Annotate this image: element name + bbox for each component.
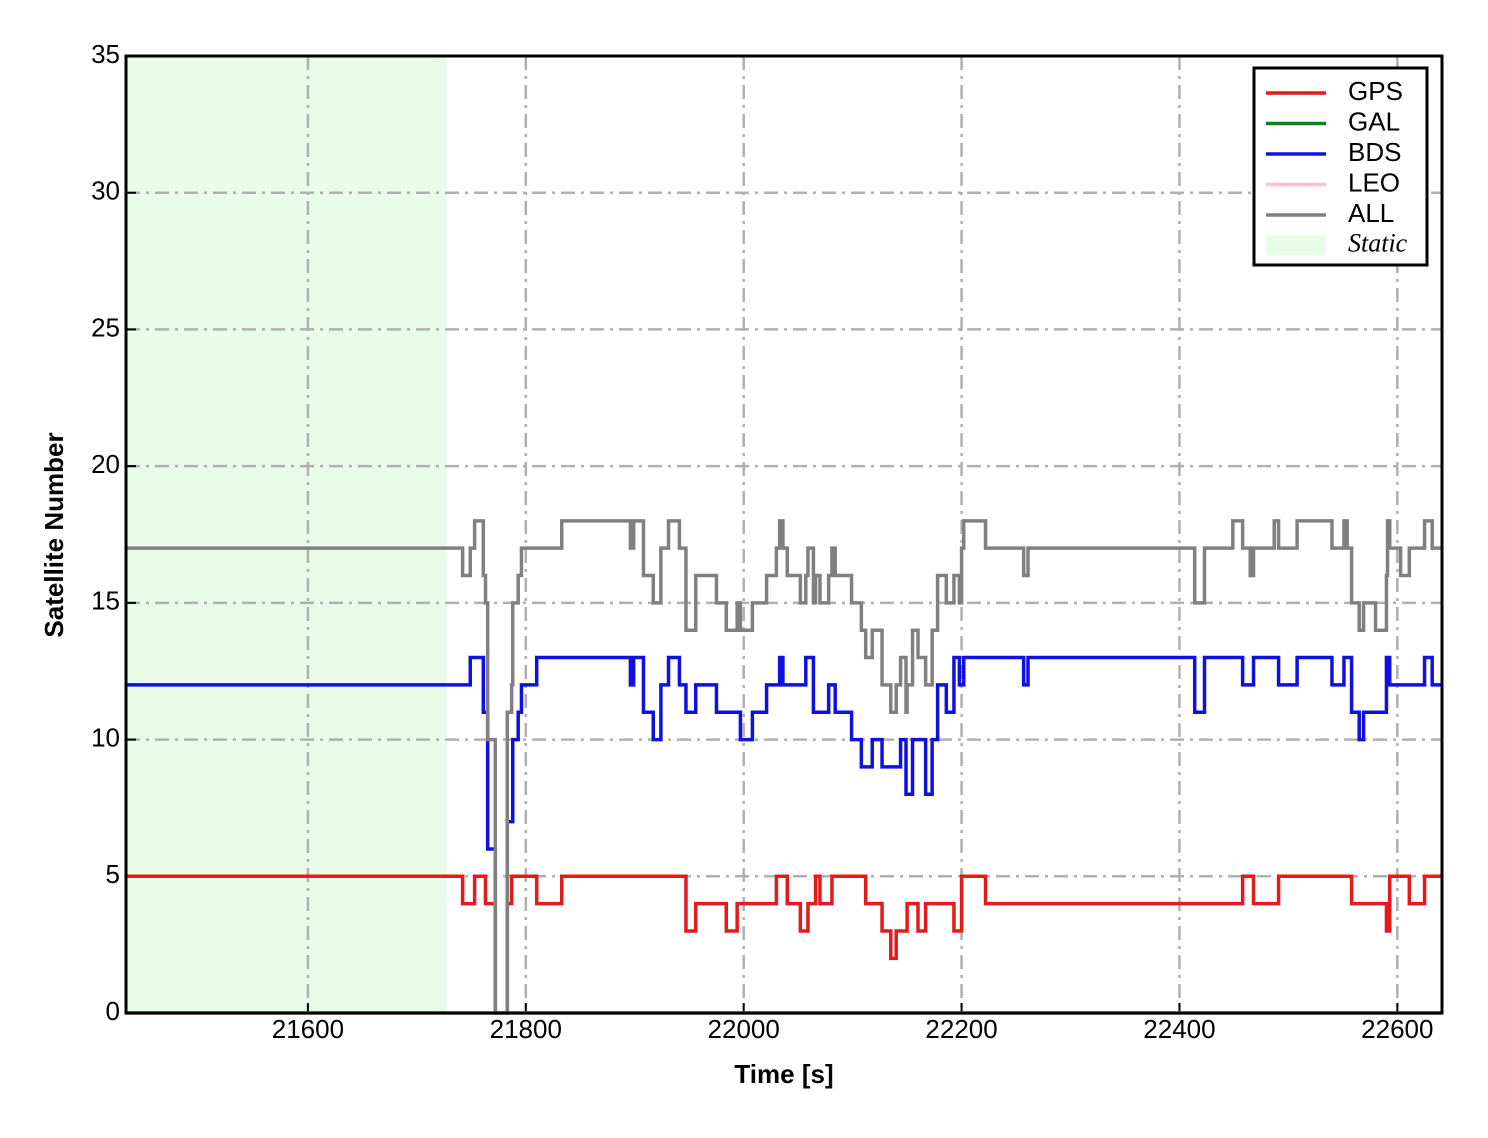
legend-label: Static — [1348, 228, 1408, 257]
y-tick-label: 25 — [91, 312, 120, 342]
x-tick-label: 22400 — [1143, 1014, 1215, 1044]
y-tick-label: 20 — [91, 449, 120, 479]
x-tick-label: 21800 — [490, 1014, 562, 1044]
y-tick-label: 5 — [106, 859, 120, 889]
y-tick-label: 10 — [91, 722, 120, 752]
legend-label: GAL — [1348, 106, 1400, 136]
y-tick-label: 35 — [91, 39, 120, 69]
x-axis-label: Time [s] — [734, 1059, 833, 1089]
legend-label: GPS — [1348, 76, 1403, 106]
series-line — [126, 655, 1442, 1015]
legend-label: ALL — [1348, 198, 1394, 228]
x-tick-label: 21600 — [272, 1014, 344, 1044]
x-tick-label: 22000 — [708, 1014, 780, 1044]
y-tick-label: 0 — [106, 996, 120, 1026]
plot-frame — [124, 54, 1444, 1015]
y-tick-label: 15 — [91, 586, 120, 616]
series-line — [126, 519, 1442, 1015]
legend-label: LEO — [1348, 167, 1400, 197]
static-span — [126, 56, 447, 1013]
legend-label: BDS — [1348, 137, 1401, 167]
series-line — [126, 874, 1442, 1015]
x-tick-label: 22600 — [1361, 1014, 1433, 1044]
y-axis-label: Satellite Number — [39, 432, 69, 637]
x-tick-label: 22200 — [925, 1014, 997, 1044]
legend-box — [1252, 66, 1429, 267]
y-tick-label: 30 — [91, 176, 120, 206]
legend-swatch — [1266, 235, 1326, 256]
